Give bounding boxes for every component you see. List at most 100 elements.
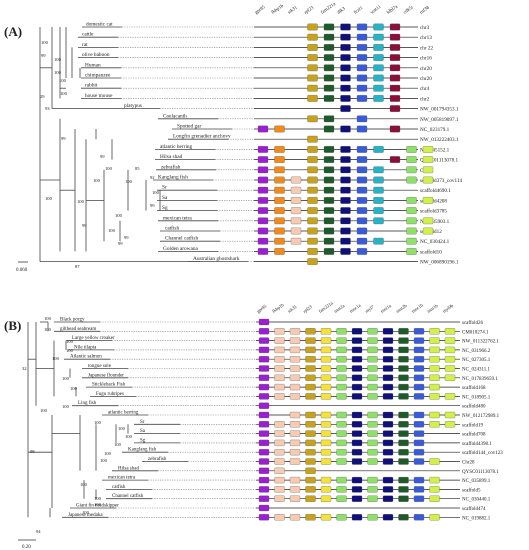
gene-block <box>351 328 363 335</box>
gene-block <box>340 33 351 41</box>
accession-label: NW_005819097.1 <box>420 117 459 123</box>
gene-block <box>307 237 318 245</box>
gene-block <box>274 393 285 400</box>
gene-block <box>382 365 394 372</box>
gene-block <box>307 64 318 72</box>
gene-block <box>274 421 285 428</box>
leaf-name: cattle <box>82 32 94 38</box>
gene-block <box>406 156 417 163</box>
gene-block <box>398 486 409 493</box>
gene-block <box>351 421 363 428</box>
bootstrap-value: 94 <box>36 529 41 534</box>
accession-label: NW_013222403.1 <box>420 137 459 143</box>
gene-block <box>373 197 384 204</box>
gene-block <box>307 135 318 143</box>
gene-block <box>289 356 301 363</box>
gene-block <box>336 476 347 484</box>
gene-block <box>320 430 332 437</box>
bootstrap-value: 100 <box>100 458 108 463</box>
gene-block <box>382 383 394 391</box>
leaf-name: Hilsa shad <box>118 466 139 471</box>
gene-block <box>274 146 285 153</box>
gene-block <box>356 74 368 82</box>
accession-label: chr20 <box>420 66 432 72</box>
gene-block <box>413 356 425 363</box>
gene-block <box>389 125 401 133</box>
accession-label: QYSC01113078.1 <box>462 470 499 475</box>
accession-label: NC_030424.1 <box>420 239 450 245</box>
gene-block <box>340 84 351 92</box>
gene-block <box>307 74 318 82</box>
leaf-name: house mouse <box>85 93 113 99</box>
gene-block <box>356 33 368 41</box>
accession-label: scaffold4690.1 <box>420 187 451 194</box>
gene-block <box>274 356 285 363</box>
gene-block <box>257 237 269 245</box>
gene-block <box>305 411 316 419</box>
gene-block <box>351 476 363 484</box>
gene-block <box>307 227 318 235</box>
bootstrap-value: 100 <box>115 213 123 218</box>
gene-block <box>258 346 270 354</box>
gene-block <box>336 365 347 372</box>
gene-block <box>305 421 316 428</box>
accession-label: scaffold144_cov123 <box>462 451 503 456</box>
gene-block <box>323 125 335 133</box>
accession-label: NC_031966.2 <box>462 349 491 354</box>
gene-block <box>382 449 394 456</box>
gene-block <box>289 514 301 521</box>
gene-block <box>274 176 285 184</box>
gene-header: dlk3 <box>337 6 347 15</box>
gene-block <box>382 346 394 354</box>
accession-label: NC_018905.1 <box>462 395 491 400</box>
accession-label: scaffold480 <box>462 405 486 410</box>
gene-block <box>274 217 285 225</box>
gene-block <box>340 237 351 245</box>
bootstrap-value: 100 <box>62 404 70 409</box>
bootstrap-value: 100 <box>45 196 53 201</box>
gene-block <box>444 346 456 354</box>
gene-block <box>367 495 378 502</box>
bootstrap-value: 100 <box>94 502 102 507</box>
gene-header: stk31 <box>287 5 299 15</box>
gene-block <box>289 346 301 354</box>
gene-block <box>258 356 270 363</box>
gene-block <box>406 166 417 174</box>
gene-block <box>340 125 351 133</box>
bootstrap-value: 100 <box>66 348 74 353</box>
gene-block <box>307 197 318 204</box>
gene-block <box>323 95 335 102</box>
gene-header: fam221a <box>320 1 337 15</box>
gene-block <box>258 383 270 391</box>
gene-block <box>422 166 434 174</box>
gene-block <box>290 176 302 184</box>
panel-a: domestic cat chr3 cattle chr13 rat chr 22 oliv… <box>16 1 462 273</box>
accession-label: NC_023179.1 <box>420 127 450 133</box>
gene-block <box>413 458 425 465</box>
gene-block <box>367 337 378 344</box>
gene-block <box>356 186 368 194</box>
gene-block <box>323 207 335 214</box>
gene-block <box>320 374 332 381</box>
gene-block <box>373 23 384 31</box>
gene-block <box>336 430 347 437</box>
gene-block <box>413 495 425 502</box>
gene-block <box>307 186 318 194</box>
gene-block <box>422 146 434 153</box>
gene-header: klhl7a <box>386 4 399 15</box>
gene-block <box>367 514 378 521</box>
leaf-name: rat <box>82 42 88 48</box>
gene-block <box>429 514 440 521</box>
gene-block <box>367 356 378 363</box>
gene-block <box>422 227 434 235</box>
leaf-name: chimpanzee <box>85 73 111 79</box>
bootstrap-value: 100 <box>82 510 90 515</box>
gene-block <box>373 176 384 184</box>
accession-label: scaffold373_cov114 <box>420 177 462 184</box>
gene-header: rnf38 <box>419 5 431 15</box>
gene-block <box>290 197 302 204</box>
gene-block <box>257 227 269 235</box>
gene-block <box>340 197 351 204</box>
gene-block <box>336 328 347 335</box>
bootstrap-value: 100 <box>114 442 122 447</box>
